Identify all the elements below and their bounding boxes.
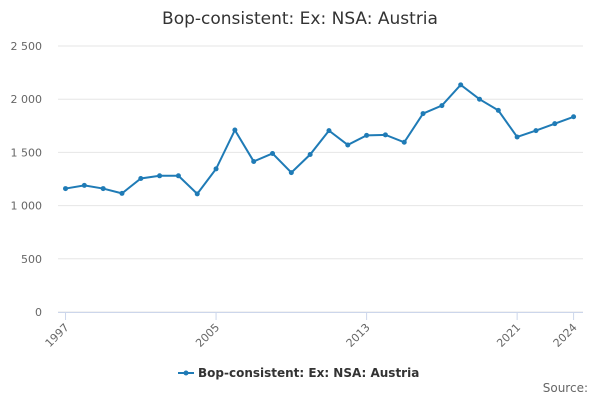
point (81, 182, 87, 188)
source: Source: (543, 381, 588, 395)
point (194, 191, 200, 197)
point (251, 158, 257, 164)
point (345, 142, 351, 148)
point (270, 150, 276, 156)
point (157, 173, 163, 179)
x-tick-label: 2021 (494, 321, 523, 350)
point (138, 175, 144, 181)
point (533, 128, 539, 134)
legend-symbol (183, 370, 189, 376)
x-tick-label: 2005 (193, 321, 222, 350)
point (495, 107, 501, 113)
point (119, 190, 125, 196)
point (232, 127, 238, 133)
point (514, 134, 520, 140)
point (382, 132, 388, 138)
point (213, 166, 219, 172)
point (307, 152, 313, 158)
point (364, 132, 370, 138)
y-tick-label: 500 (21, 253, 42, 266)
y-tick-label: 1 500 (11, 146, 43, 159)
point (458, 82, 464, 88)
y-tick-label: 2 500 (11, 40, 43, 53)
chart-title: Bop-consistent: Ex: NSA: Austria (162, 9, 438, 29)
point (477, 96, 483, 102)
point (288, 170, 294, 176)
y-tick-label: 2 000 (11, 93, 43, 106)
point (439, 103, 445, 109)
x-tick-label: 1997 (43, 321, 72, 350)
x-tick-label: 2024 (551, 321, 580, 350)
point (175, 173, 181, 179)
point (571, 114, 577, 120)
line (65, 83, 574, 196)
y-tick-label: 1 000 (11, 200, 43, 213)
point (63, 186, 69, 192)
point (326, 128, 332, 134)
point (552, 121, 558, 127)
y-tick-label: 0 (35, 306, 42, 319)
point (420, 111, 426, 117)
point (100, 186, 106, 192)
x-tick-label: 2013 (344, 321, 373, 350)
legend-label: Bop-consistent: Ex: NSA: Austria (198, 366, 419, 380)
point (401, 139, 407, 145)
